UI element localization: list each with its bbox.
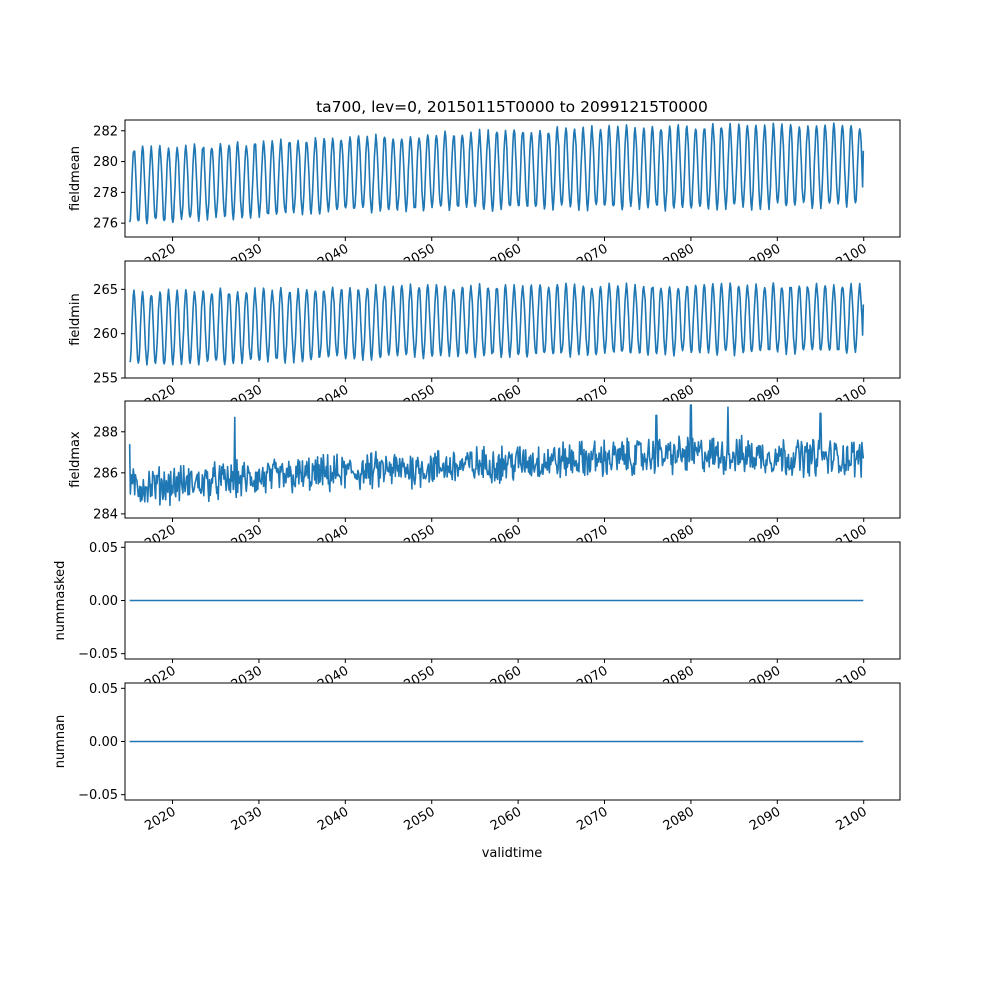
x-tick-label: 2050 [402,804,438,834]
subplot-stack: 276 278 280 282 fieldmean 2020 2030 2040 2050 206… [53,119,901,834]
series-line-fieldmean [128,122,865,225]
x-tick-label: 2030 [229,804,265,834]
x-tick-label: 2100 [834,804,870,834]
x-tick-label: 2090 [747,804,783,834]
axes-frame-fieldmin [124,260,901,379]
y-tick-label: 284 [93,507,118,522]
axes-frame-fieldmean [124,119,901,238]
y-axis-label-fieldmax: fieldmax [68,431,83,488]
y-axis-label-fieldmean: fieldmean [68,146,83,211]
y-tick-label: 276 [93,217,118,232]
y-tick-label: 0.00 [89,735,118,750]
chart-title: ta700, lev=0, 20150115T0000 to 20991215T… [316,98,708,116]
y-tick-label: 0.05 [89,541,118,556]
axes-frame-fieldmax [124,400,901,519]
y-tick-label: 282 [93,124,118,139]
y-tick-label: −0.05 [78,647,118,662]
y-tick-label: 0.05 [89,682,118,697]
x-tick-label: 2080 [661,804,697,834]
x-tick-label: 2040 [315,804,351,834]
y-tick-label: 288 [93,425,118,440]
y-tick-label: 265 [93,283,118,298]
x-tick-label: 2020 [142,804,178,834]
y-axis-label-fieldmin: fieldmin [68,293,83,346]
y-tick-label: 286 [93,466,118,481]
y-axis-label-numnan: numnan [53,715,68,769]
series-line-fieldmax [128,404,865,507]
y-tick-label: −0.05 [78,788,118,803]
y-tick-label: 260 [93,327,118,342]
y-axis-label-nummasked: nummasked [53,561,68,641]
y-tick-label: 278 [93,186,118,201]
x-tick-label: 2060 [488,804,524,834]
x-tick-label: 2070 [574,804,610,834]
y-tick-label: 255 [93,372,118,387]
y-tick-label: 280 [93,155,118,170]
series-line-fieldmin [129,282,865,366]
y-tick-label: 0.00 [89,594,118,609]
x-axis-label: validtime [482,846,543,861]
subplot-numnan: −0.05 0.00 0.05 numnan 2020 2030 2040 2050 2060 2… [53,682,901,834]
